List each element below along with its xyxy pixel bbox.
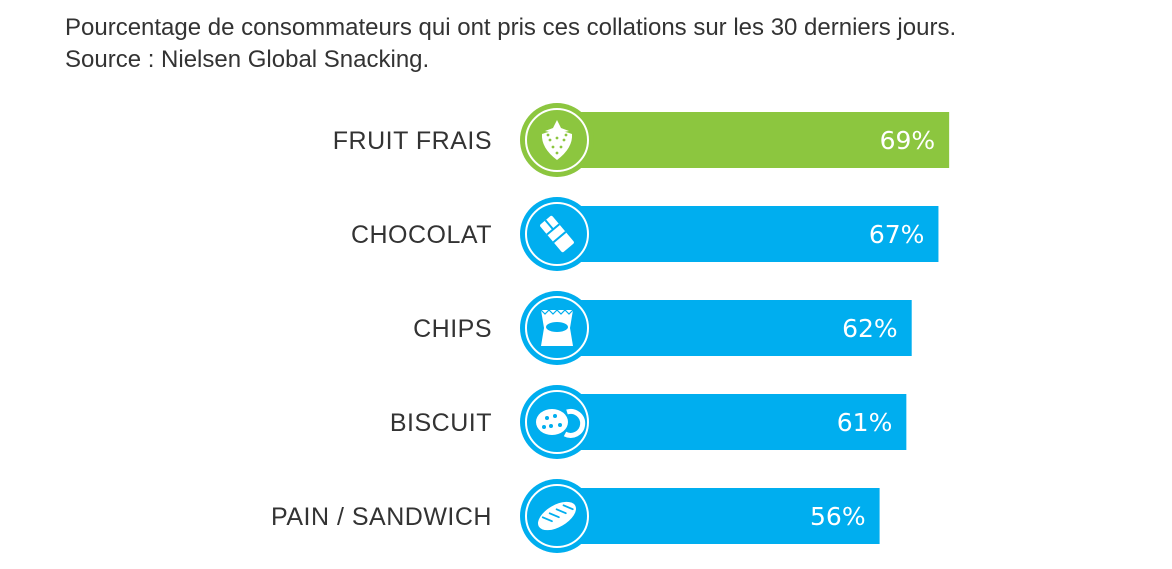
strawberry-seed [555, 151, 559, 155]
strawberry-seed [562, 138, 566, 142]
chart-header: Pourcentage de consommateurs qui ont pri… [65, 12, 1165, 76]
chocolate-bar-icon [540, 215, 574, 253]
chart-subtitle: Pourcentage de consommateurs qui ont pri… [65, 14, 957, 41]
chart-source: Source : Nielsen Global Snacking. [65, 46, 430, 73]
cookie-chip [558, 423, 562, 427]
value-label: 69% [880, 126, 936, 155]
bar [580, 300, 912, 356]
bar [580, 394, 907, 450]
icon-ring [525, 484, 589, 548]
chips-bag-icon [540, 309, 574, 346]
cookie-chip [549, 424, 553, 428]
value-label: 62% [842, 314, 898, 343]
icon-ring [525, 390, 589, 454]
strawberry-seed [551, 145, 555, 149]
strawberry-seed [548, 138, 552, 142]
strawberry-seed [555, 136, 559, 140]
strawberry-body [541, 131, 573, 160]
cookie-chip [542, 425, 546, 429]
bar [580, 488, 880, 544]
bread-shape [538, 501, 576, 531]
bread-score [541, 516, 553, 523]
bar-row: CHOCOLAT 67% [351, 197, 939, 271]
strawberry-leaves [545, 120, 569, 133]
strawberry-icon [541, 120, 573, 160]
cookies-icon [536, 408, 586, 438]
chips-bag-edge [540, 309, 574, 315]
bread-score [562, 504, 574, 511]
chocolate-bar-line [544, 219, 554, 231]
bar [580, 206, 939, 262]
chocolate-bar-shape [540, 215, 574, 253]
bar-row: CHIPS 62% [413, 291, 912, 365]
bread-score [548, 512, 560, 519]
strawberry-seed [559, 145, 563, 149]
strawberry-seed [564, 133, 568, 137]
cookie-chip [553, 414, 557, 418]
value-label: 67% [869, 220, 925, 249]
category-label: CHOCOLAT [351, 221, 492, 249]
icon-ring [525, 108, 589, 172]
bar-row: BISCUIT 61% [390, 385, 907, 459]
value-label: 61% [837, 408, 893, 437]
bar-row: PAIN / SANDWICH 56% [271, 479, 880, 553]
category-label: PAIN / SANDWICH [271, 503, 492, 531]
bar [580, 112, 950, 168]
bread-icon [538, 501, 576, 531]
cookie-back [563, 408, 586, 438]
icon-ring [525, 202, 589, 266]
category-label: CHIPS [413, 315, 492, 343]
bread-score [555, 508, 567, 515]
bar-row: FRUIT FRAIS 69% [333, 103, 950, 177]
cookie-front [536, 409, 568, 435]
category-label: BISCUIT [390, 409, 492, 437]
value-label: 56% [810, 502, 866, 531]
icon-ring [525, 296, 589, 360]
category-label: FRUIT FRAIS [333, 127, 492, 155]
strawberry-seed [546, 133, 550, 137]
cookie-chip [545, 416, 549, 420]
chocolate-bar-line [552, 231, 567, 243]
chips-bag-label [546, 322, 568, 332]
